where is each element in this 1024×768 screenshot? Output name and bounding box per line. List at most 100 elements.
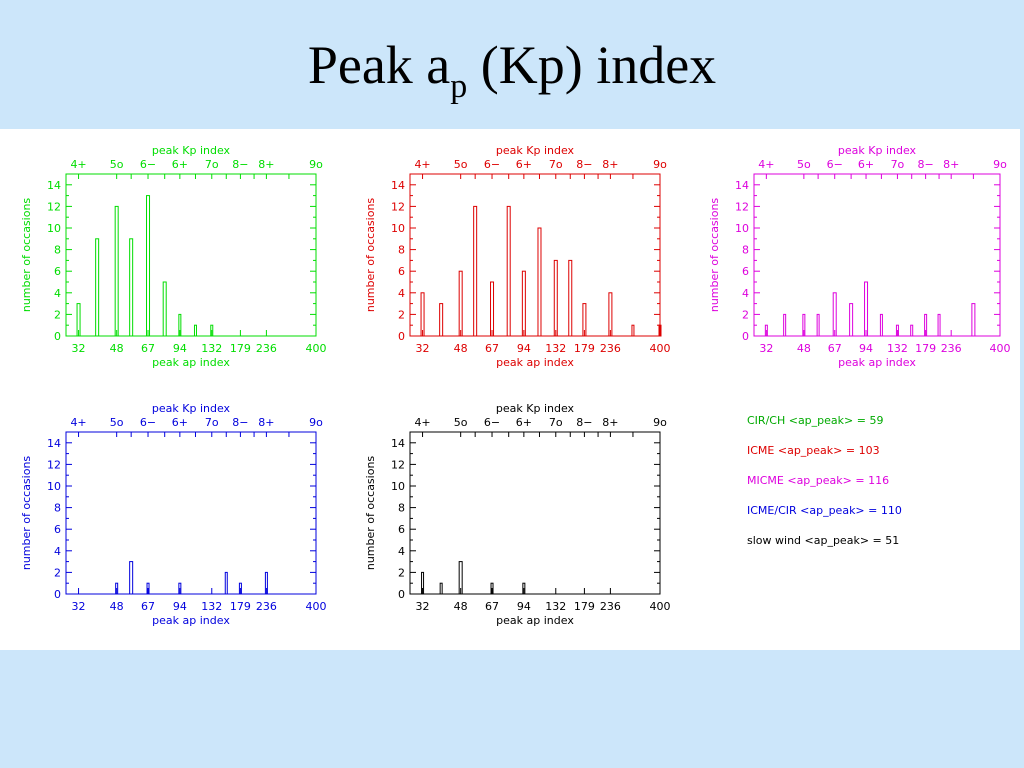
bar <box>238 582 242 595</box>
y-tick-label: 4 <box>54 545 61 558</box>
kp-tick-label: 7o <box>549 416 563 429</box>
bar <box>210 324 214 337</box>
bar <box>631 324 635 337</box>
bar <box>129 561 134 595</box>
x-tick-label: 48 <box>454 600 468 613</box>
y-tick-label: 10 <box>47 222 61 235</box>
x-tick-label: 32 <box>416 342 430 355</box>
x-tick-label: 94 <box>517 600 531 613</box>
slide-title: Peak ap (Kp) index <box>0 35 1024 104</box>
bar <box>95 238 100 337</box>
x-tick-label: 179 <box>915 342 936 355</box>
kp-tick-label: 6+ <box>172 158 188 171</box>
y-tick-label: 10 <box>391 480 405 493</box>
chart-micme: 0 2 4 6 8 10 12 14 32 48 67 94 132 179 236 400 4+ 5o 6− 6+ 7… <box>708 144 1011 369</box>
x-tick-label: 132 <box>545 342 566 355</box>
kp-tick-label: 9o <box>309 416 323 429</box>
y-tick-label: 6 <box>54 265 61 278</box>
bar <box>146 195 151 337</box>
bar <box>783 313 787 337</box>
bar <box>658 324 662 337</box>
kp-tick-label: 4+ <box>70 416 86 429</box>
x-tick-label: 67 <box>485 342 499 355</box>
y-axis-title: number of occasions <box>364 456 377 571</box>
y-tick-label: 10 <box>391 222 405 235</box>
kp-tick-label: 8− <box>232 416 248 429</box>
x-tick-label: 94 <box>517 342 531 355</box>
legend-entry-slow-wind: slow wind <ap_peak> = 51 <box>747 534 900 547</box>
y-tick-label: 10 <box>47 480 61 493</box>
bar <box>193 324 197 337</box>
bar <box>224 571 228 595</box>
x-tick-label: 236 <box>256 600 277 613</box>
x-tick-label: 67 <box>485 600 499 613</box>
bar <box>490 582 494 595</box>
kp-tick-label: 8− <box>576 158 592 171</box>
kp-tick-label: 8− <box>576 416 592 429</box>
y-tick-label: 4 <box>398 545 405 558</box>
y-tick-label: 2 <box>398 566 405 579</box>
kp-tick-label: 7o <box>891 158 905 171</box>
y-tick-label: 0 <box>398 588 405 601</box>
y-tick-label: 2 <box>398 308 405 321</box>
kp-tick-label: 6− <box>140 158 156 171</box>
x-tick-label: 48 <box>797 342 811 355</box>
bar <box>879 313 883 337</box>
y-tick-label: 12 <box>391 458 405 471</box>
x-tick-label: 236 <box>256 342 277 355</box>
figure-panel: 0 2 4 6 8 10 12 14 32 48 67 94 132 179 236 400 4+ 5o 6− 6+ 7… <box>0 129 1020 650</box>
title-subscript: p <box>450 68 468 105</box>
y-tick-label: 4 <box>742 287 749 300</box>
x-tick-label: 236 <box>941 342 962 355</box>
y-tick-label: 6 <box>54 523 61 536</box>
kp-tick-label: 9o <box>993 158 1007 171</box>
y-tick-label: 14 <box>735 179 749 192</box>
x-tick-label: 132 <box>201 342 222 355</box>
bottom-axis-title: peak ap index <box>152 614 230 627</box>
y-tick-label: 4 <box>54 287 61 300</box>
kp-tick-label: 4+ <box>414 416 430 429</box>
bottom-axis-title: peak ap index <box>496 356 574 369</box>
bar <box>537 227 542 337</box>
y-tick-label: 0 <box>742 330 749 343</box>
x-tick-label: 179 <box>574 600 595 613</box>
kp-tick-label: 6+ <box>858 158 874 171</box>
kp-tick-label: 8+ <box>943 158 959 171</box>
kp-tick-label: 5o <box>110 158 124 171</box>
plot-frame <box>409 431 661 595</box>
kp-tick-label: 7o <box>205 416 219 429</box>
y-tick-label: 8 <box>398 502 405 515</box>
legend-entry-icme: ICME <ap_peak> = 103 <box>747 444 880 457</box>
plot-frame <box>65 431 317 595</box>
bar <box>832 292 837 337</box>
bar <box>521 270 526 337</box>
y-axis-title: number of occasions <box>20 456 33 571</box>
bar <box>146 582 150 595</box>
x-tick-label: 236 <box>600 342 621 355</box>
top-axis-title: peak Kp index <box>496 402 575 415</box>
kp-tick-label: 5o <box>110 416 124 429</box>
kp-tick-label: 8+ <box>602 158 618 171</box>
kp-tick-label: 9o <box>653 158 667 171</box>
x-tick-label: 67 <box>828 342 842 355</box>
x-tick-label: 32 <box>416 600 430 613</box>
top-axis-title: peak Kp index <box>838 144 917 157</box>
chart-cir_ch: 0 2 4 6 8 10 12 14 32 48 67 94 132 179 236 400 4+ 5o 6− 6+ 7… <box>20 144 327 369</box>
x-tick-label: 94 <box>859 342 873 355</box>
title-rest: (Kp) index <box>467 35 717 95</box>
legend-entry-icme-cir: ICME/CIR <ap_peak> = 110 <box>747 504 902 517</box>
bar <box>816 313 820 337</box>
y-axis-title: number of occasions <box>708 198 721 313</box>
bar <box>764 324 768 337</box>
y-tick-label: 10 <box>735 222 749 235</box>
bar <box>802 313 806 337</box>
kp-tick-label: 5o <box>454 158 468 171</box>
y-tick-label: 14 <box>47 179 61 192</box>
x-tick-label: 179 <box>230 600 251 613</box>
y-axis-title: number of occasions <box>364 198 377 313</box>
plot-frame <box>65 173 317 337</box>
x-tick-label: 32 <box>759 342 773 355</box>
kp-tick-label: 7o <box>549 158 563 171</box>
kp-tick-label: 4+ <box>758 158 774 171</box>
